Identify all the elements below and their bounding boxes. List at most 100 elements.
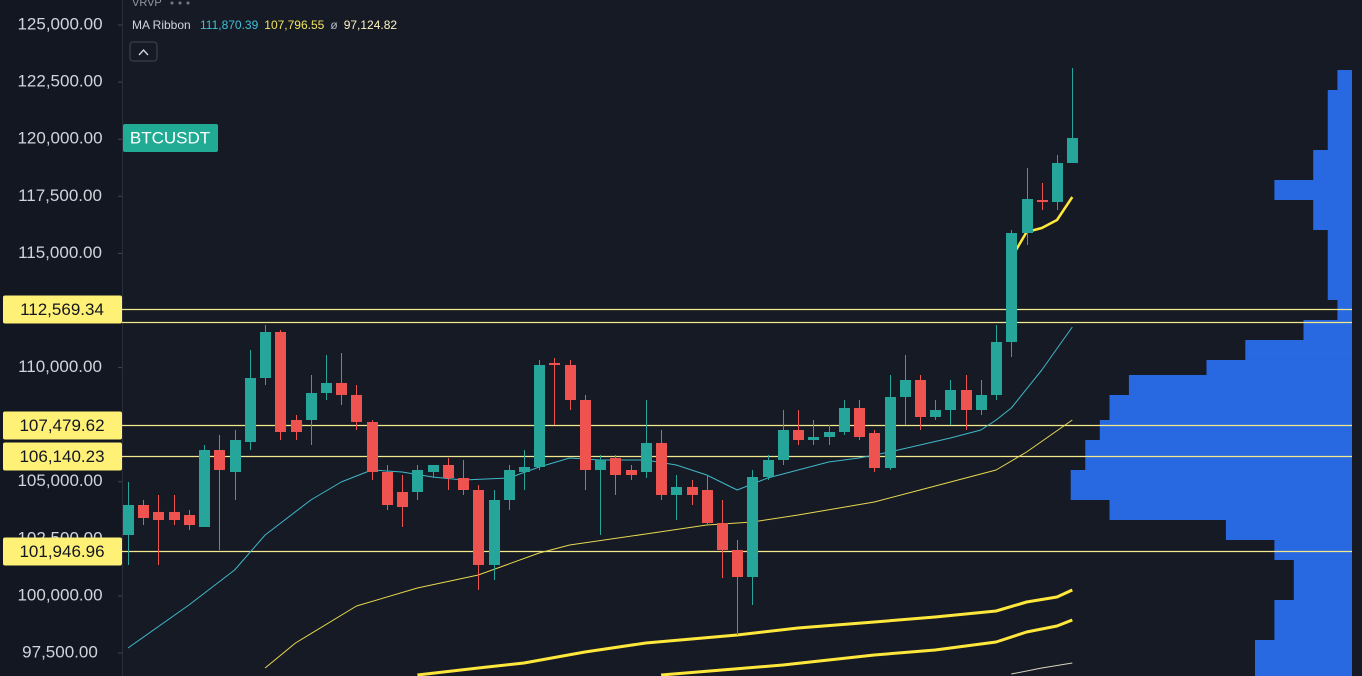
profile-bar: [1109, 500, 1352, 521]
candle-body: [489, 500, 500, 565]
profile-bar: [1099, 420, 1352, 441]
candle-body: [945, 389, 956, 411]
profile-bar: [1313, 200, 1352, 231]
profile-bar: [1085, 440, 1352, 470]
profile-bar: [1303, 320, 1352, 341]
candle-body: [885, 397, 896, 469]
candle-body: [991, 341, 1002, 395]
candle-body: [1022, 198, 1033, 233]
y-tick-label: 115,000.00: [18, 243, 102, 262]
candle-body: [915, 379, 926, 417]
ma-line: [1010, 196, 1074, 259]
candle-body: [382, 472, 393, 506]
candle-body: [1037, 200, 1048, 203]
ribbon-value: 111,870.39: [200, 18, 259, 32]
candle-body: [336, 383, 347, 395]
ma-line: [264, 419, 1073, 669]
candle-body: [580, 400, 591, 470]
level-tag: [3, 442, 122, 471]
level-tag: [3, 411, 122, 440]
symbol-label: BTCUSDT: [130, 128, 210, 147]
candle-body: [595, 459, 606, 470]
ma-ribbon: [127, 196, 1074, 676]
candle-body: [1052, 163, 1063, 203]
level-tag: [3, 537, 122, 566]
volume-profile: [1070, 69, 1352, 676]
candle-body: [214, 450, 225, 470]
axis-labels: 125,000.00 122,500.00 120,000.00 117,500.00…: [3, 14, 218, 661]
profile-bar: [1337, 69, 1352, 90]
y-tick-label: 125,000.00: [17, 14, 102, 33]
candle-body: [854, 407, 865, 437]
candle-body: [123, 505, 134, 536]
candle-body: [275, 331, 286, 432]
candle-body: [367, 421, 378, 473]
candle-body: [808, 436, 819, 441]
candle-body: [732, 550, 743, 578]
level-label: 101,946.96: [19, 542, 104, 561]
candle-body: [778, 430, 789, 460]
profile-bar: [1293, 559, 1352, 601]
candle-body: [549, 363, 560, 365]
candle-body: [397, 492, 408, 508]
candle-body: [199, 450, 210, 527]
candle-body: [747, 477, 758, 578]
ma-line: [660, 618, 1073, 676]
candle-body: [245, 378, 256, 442]
candle-body: [321, 383, 332, 393]
candle-body: [291, 420, 302, 432]
y-tick-label: 100,000.00: [17, 585, 102, 604]
profile-bar: [1206, 359, 1352, 375]
candle-body: [717, 522, 728, 551]
ribbon-value: 107,796.55: [264, 18, 324, 32]
level-tag: [3, 295, 122, 324]
candle-body: [976, 394, 987, 411]
candle-body: [687, 486, 698, 495]
y-tick-label: 120,000.00: [17, 129, 102, 148]
candle-body: [458, 478, 469, 490]
candle-body: [839, 407, 850, 432]
candle-body: [610, 458, 621, 475]
candle-body: [306, 392, 317, 421]
candle-body: [793, 430, 804, 441]
y-tick-label: 117,500.00: [18, 186, 102, 205]
collapse-button[interactable]: [129, 41, 158, 62]
ribbon-value: ø: [330, 18, 338, 32]
chevron-icon[interactable]: [138, 48, 149, 56]
ma-line: [417, 588, 1073, 676]
candle-body: [169, 511, 180, 521]
candles: [123, 68, 1078, 636]
candle-body: [260, 331, 271, 379]
profile-bar: [1128, 374, 1352, 395]
profile-bar: [1109, 394, 1352, 421]
candle-body: [824, 431, 835, 437]
candle-body: [519, 467, 530, 473]
button-frame[interactable]: [129, 41, 158, 62]
price-axis: [0, 0, 122, 676]
y-tick-label: 97,500.00: [22, 642, 98, 661]
dot: [170, 1, 174, 5]
candle-body: [641, 443, 652, 473]
profile-bar: [1313, 150, 1352, 180]
candle-body: [412, 469, 423, 493]
candle-body: [763, 459, 774, 478]
profile-bar: [1327, 230, 1352, 301]
candle-body: [930, 410, 941, 417]
candle-body: [626, 469, 637, 475]
level-label: 107,479.62: [19, 416, 104, 435]
profile-bar: [1255, 640, 1352, 676]
y-tick-label: 110,000.00: [18, 357, 102, 376]
symbol-tag: [123, 123, 218, 152]
candle-body: [671, 486, 682, 495]
level-label: 112,569.34: [20, 300, 104, 319]
candle-body: [230, 440, 241, 473]
profile-bar: [1274, 600, 1352, 641]
profile-bar: [1225, 520, 1352, 541]
y-tick-label: 105,000.00: [17, 471, 102, 490]
candle-body: [565, 364, 576, 401]
profile-bar: [1327, 89, 1352, 151]
y-tick-label: 122,500.00: [17, 72, 102, 91]
